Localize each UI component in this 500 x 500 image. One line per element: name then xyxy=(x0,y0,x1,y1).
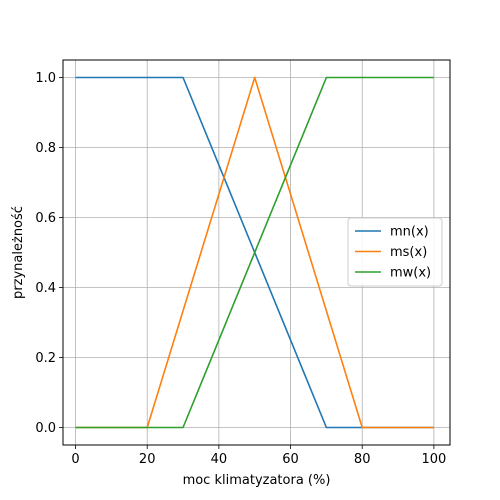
legend-label: mn(x) xyxy=(390,225,429,240)
axes-frame xyxy=(62,59,451,446)
y-tick-label: 0.8 xyxy=(35,141,56,156)
legend-label: mw(x) xyxy=(390,266,431,281)
y-tick-label: 1.0 xyxy=(35,71,56,86)
y-axis-title: przynależność xyxy=(11,206,26,299)
ticks: 0 20 40 60 80 100 0.0 0.2 0.4 0.6 0.8 1.0 xyxy=(35,71,446,467)
x-axis-title: moc klimatyzatora (%) xyxy=(183,473,331,488)
legend-label: ms(x) xyxy=(390,245,427,260)
series-line-mwx xyxy=(75,76,434,429)
legend: mn(x) ms(x) mw(x) xyxy=(347,217,443,287)
y-tick-label: 0.2 xyxy=(35,351,56,366)
x-tick-label: 80 xyxy=(354,452,371,467)
x-tick-label: 40 xyxy=(211,452,228,467)
x-tick-label: 0 xyxy=(71,452,79,467)
legend-box xyxy=(347,217,443,287)
y-tick-label: 0.4 xyxy=(35,281,56,296)
x-tick-label: 100 xyxy=(421,452,446,467)
y-tick-label: 0.6 xyxy=(35,211,56,226)
x-tick-label: 20 xyxy=(139,452,156,467)
y-tick-label: 0.0 xyxy=(35,421,56,436)
x-tick-label: 60 xyxy=(282,452,299,467)
series-layer xyxy=(75,76,434,429)
